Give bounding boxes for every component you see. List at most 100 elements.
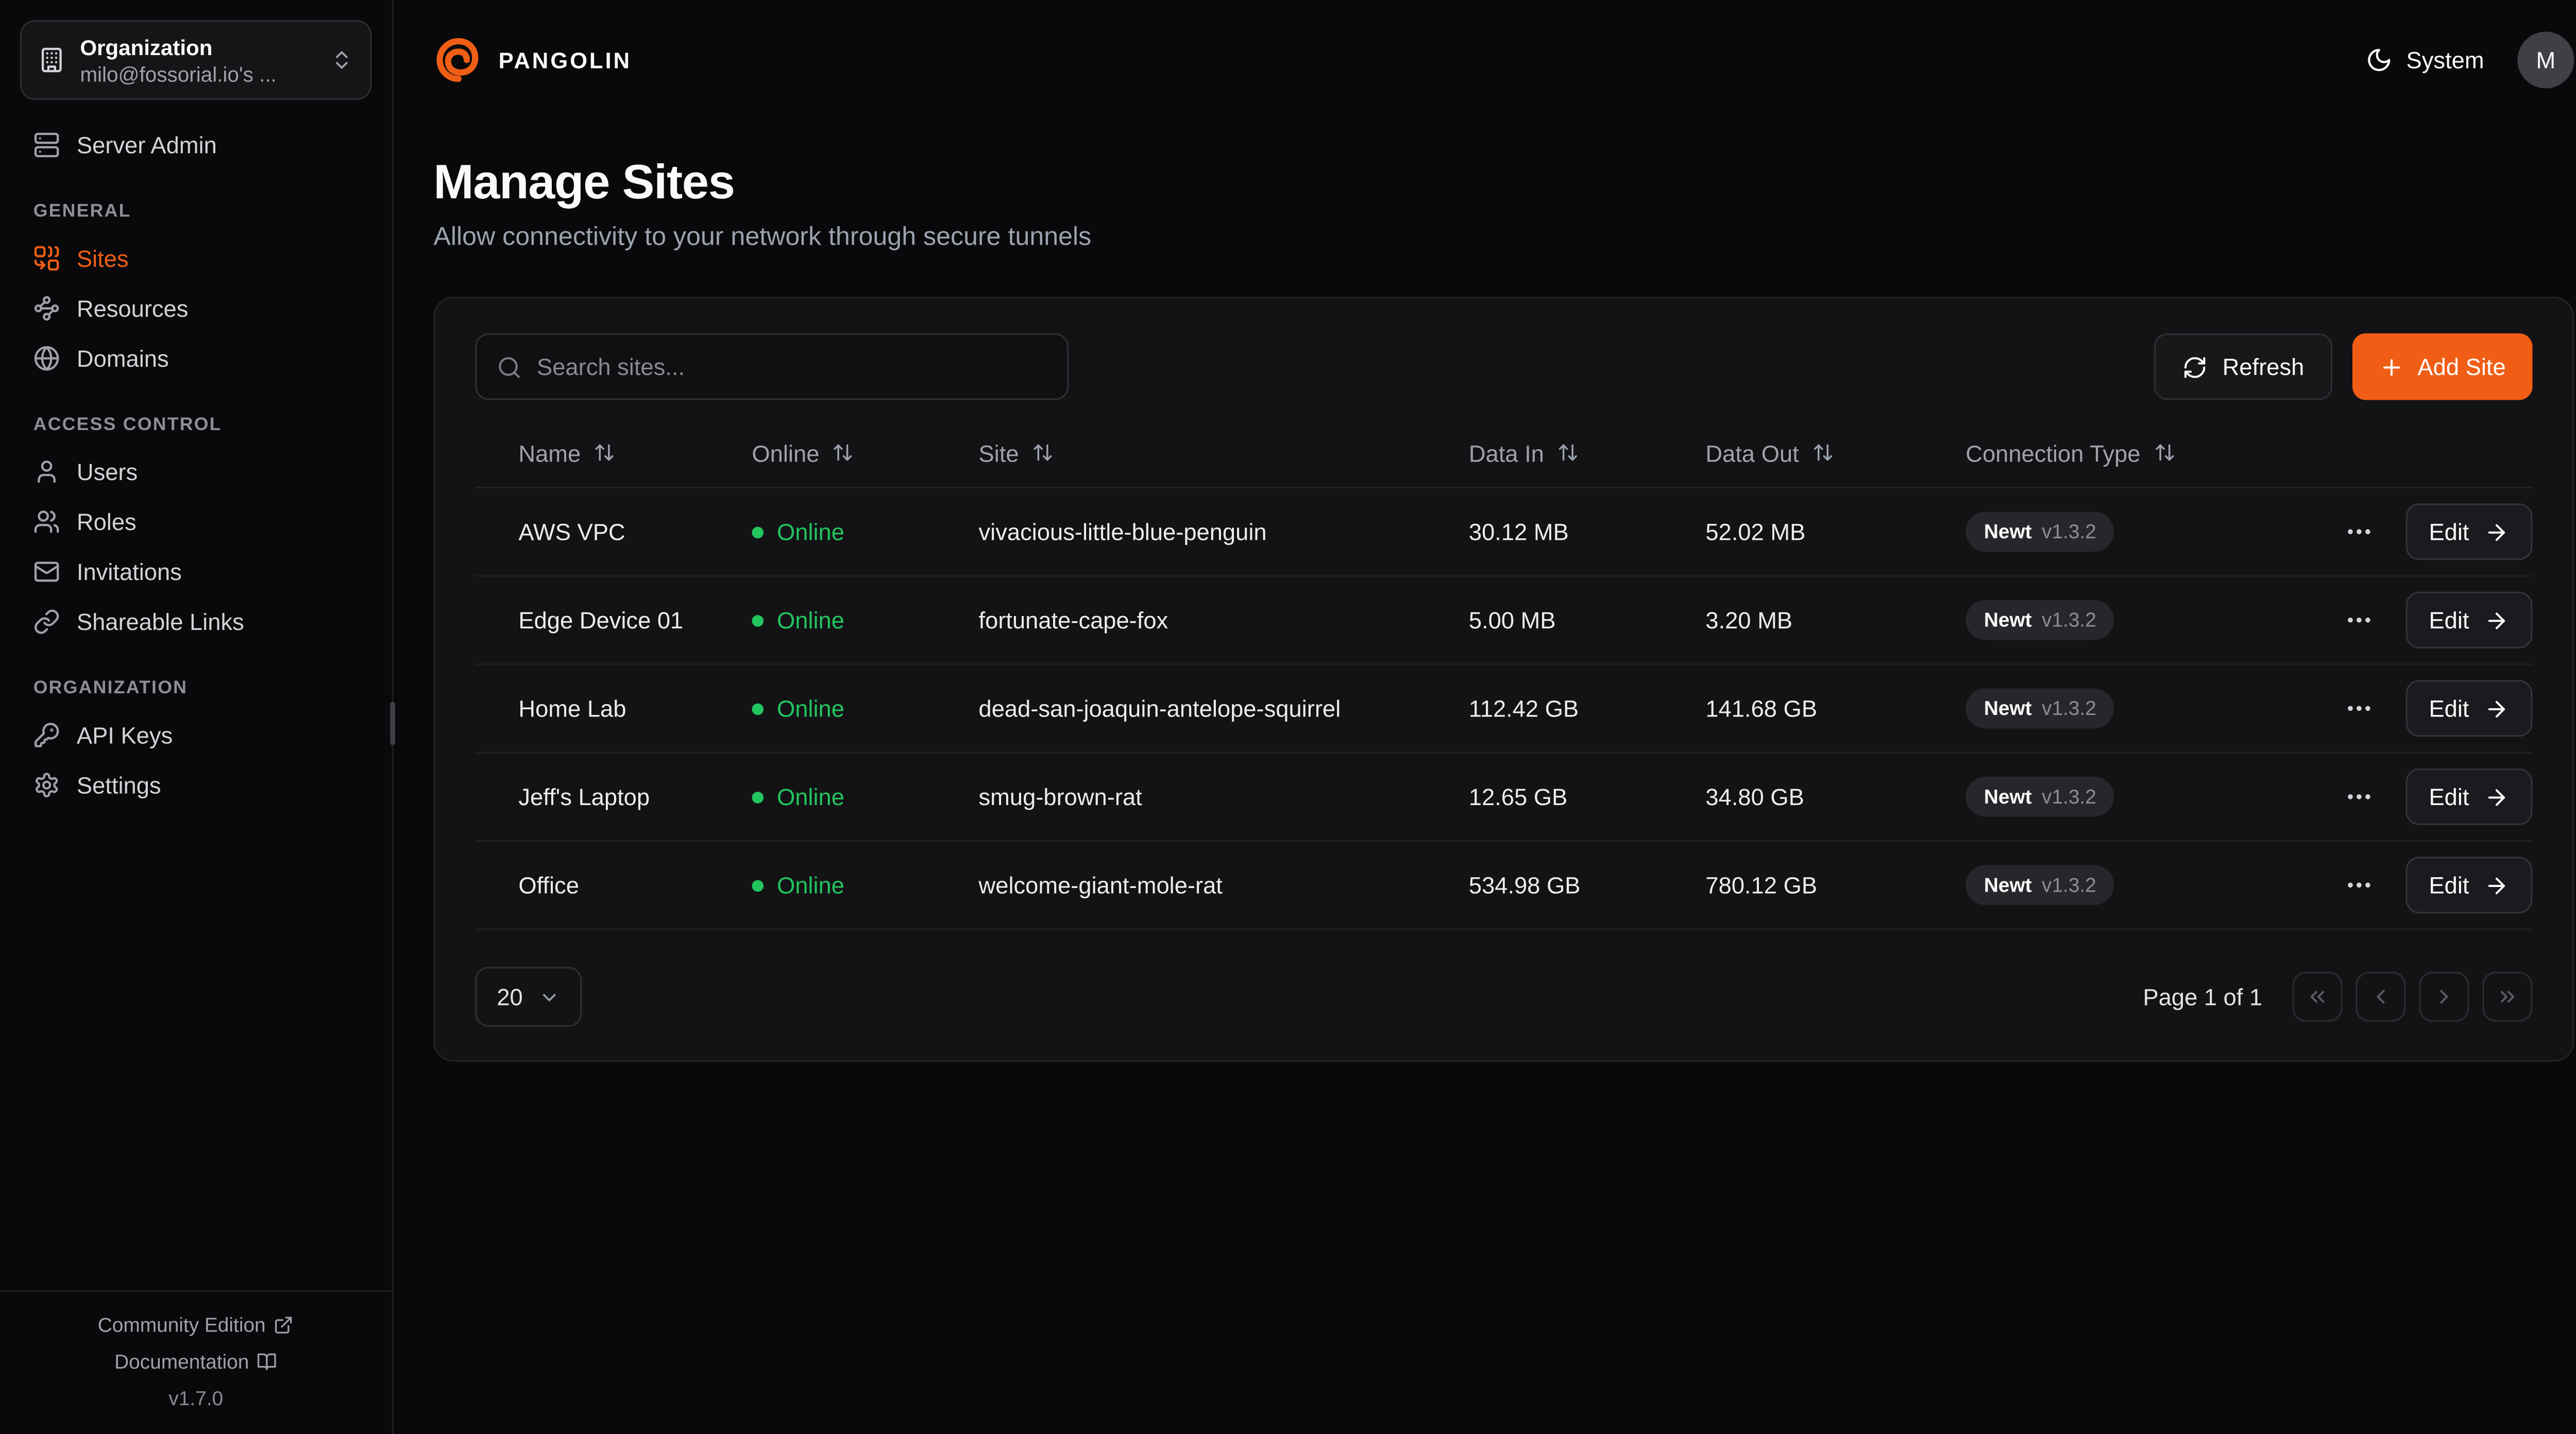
edit-label: Edit (2429, 606, 2469, 634)
sort-icon (1559, 444, 1578, 461)
cell-online: Online (752, 695, 978, 722)
sort-icon (1033, 444, 1053, 461)
table-row: Edge Device 01 Online fortunate-cape-fox… (475, 577, 2533, 665)
edit-label: Edit (2429, 695, 2469, 722)
sidebar-item-domains[interactable]: Domains (23, 333, 368, 383)
add-site-button[interactable]: Add Site (2352, 333, 2533, 400)
next-page-button[interactable] (2419, 971, 2469, 1022)
arrow-right-icon (2488, 523, 2505, 540)
chevron-left-icon (2377, 989, 2385, 1004)
cell-name: Edge Device 01 (518, 606, 684, 634)
client-name: Newt (1984, 785, 2032, 809)
avatar[interactable]: M (2517, 31, 2574, 89)
column-header-online[interactable]: Online (752, 439, 978, 466)
search-icon (499, 356, 520, 378)
sort-icon (2155, 444, 2174, 461)
org-picker[interactable]: Organization milo@fossorial.io's ... (20, 20, 372, 100)
sidebar-nav: Server Admin GENERAL Sites Resources Dom… (0, 107, 392, 810)
sidebar-item-label: Roles (76, 508, 137, 535)
online-dot (752, 879, 764, 891)
client-name: Newt (1984, 520, 2032, 543)
link-icon (35, 609, 59, 634)
page-info: Page 1 of 1 (2143, 983, 2263, 1011)
row-menu-button[interactable] (2336, 596, 2383, 643)
edit-button[interactable]: Edit (2405, 857, 2533, 914)
row-menu-button[interactable] (2336, 774, 2383, 821)
row-menu-button[interactable] (2336, 862, 2383, 909)
page-size-select[interactable]: 20 (475, 966, 581, 1027)
sidebar-item-invitations[interactable]: Invitations (23, 547, 368, 596)
last-page-button[interactable] (2482, 971, 2533, 1022)
column-header-name[interactable]: Name (518, 439, 752, 466)
cell-data-in: 112.42 GB (1468, 695, 1579, 722)
sort-icon (596, 444, 614, 461)
cell-edit: Edit (2393, 591, 2533, 648)
ellipsis-icon (2348, 882, 2370, 888)
column-header-data-in[interactable]: Data In (1469, 439, 1706, 466)
cell-connection-type: Newt v1.3.2 (1965, 865, 2326, 906)
arrow-right-icon (2488, 700, 2505, 717)
row-menu-button[interactable] (2336, 685, 2383, 732)
community-edition-link[interactable]: Community Edition (98, 1313, 294, 1337)
column-header-connection-type[interactable]: Connection Type (1965, 439, 2326, 466)
table-row: Home Lab Online dead-san-joaquin-antelop… (475, 665, 2533, 754)
main-area: PANGOLIN System M Manage Sites Allow con… (394, 0, 2576, 1434)
cell-name: Jeff's Laptop (518, 783, 650, 810)
client-version: v1.3.2 (2042, 696, 2096, 720)
connection-badge: Newt v1.3.2 (1965, 688, 2115, 729)
arrow-right-icon (2488, 788, 2505, 805)
ellipsis-icon (2348, 529, 2370, 535)
gear-icon (36, 773, 58, 797)
sidebar-item-api-keys[interactable]: API Keys (23, 710, 368, 760)
topbar-right: System M (2366, 31, 2574, 89)
pager-buttons (2292, 971, 2533, 1022)
table-footer: 20 Page 1 of 1 (475, 966, 2533, 1027)
moon-icon (2368, 48, 2391, 72)
page-content: Manage Sites Allow connectivity to your … (394, 120, 2576, 1062)
cell-data-out: 780.12 GB (1705, 872, 1818, 899)
edit-button[interactable]: Edit (2405, 768, 2533, 825)
online-dot (752, 525, 764, 538)
brand-name: PANGOLIN (498, 47, 632, 73)
connection-badge: Newt v1.3.2 (1965, 776, 2115, 817)
row-menu-button[interactable] (2336, 508, 2383, 555)
combine-icon (34, 246, 59, 271)
cell-name: Office (518, 872, 579, 899)
documentation-link[interactable]: Documentation (114, 1350, 277, 1373)
sidebar-item-resources[interactable]: Resources (23, 283, 368, 333)
refresh-button[interactable]: Refresh (2154, 333, 2333, 400)
column-header-site[interactable]: Site (979, 439, 1469, 466)
sidebar-item-sites[interactable]: Sites (23, 233, 368, 283)
theme-toggle[interactable]: System (2366, 46, 2484, 74)
sidebar-item-users[interactable]: Users (23, 447, 368, 497)
edit-button[interactable]: Edit (2405, 591, 2533, 648)
org-picker-subtitle: milo@fossorial.io's ... (80, 62, 277, 86)
sidebar-item-roles[interactable]: Roles (23, 497, 368, 547)
theme-label: System (2406, 46, 2484, 74)
sidebar-item-shareable-links[interactable]: Shareable Links (23, 596, 368, 646)
globe-icon (34, 346, 59, 371)
previous-page-button[interactable] (2355, 971, 2406, 1022)
sidebar-item-server-admin[interactable]: Server Admin (23, 120, 368, 170)
column-header-data-out[interactable]: Data Out (1705, 439, 1965, 466)
pangolin-logo (436, 38, 479, 82)
cell-name: AWS VPC (518, 518, 625, 545)
arrow-right-icon (2488, 877, 2505, 894)
edit-button[interactable]: Edit (2405, 503, 2533, 560)
sidebar-heading-access-control: ACCESS CONTROL (33, 415, 222, 435)
cell-more (2326, 774, 2392, 821)
search-input[interactable] (536, 353, 1047, 380)
first-page-button[interactable] (2292, 971, 2343, 1022)
table-row: Jeff's Laptop Online smug-brown-rat 12.6… (475, 754, 2533, 842)
cell-site: smug-brown-rat (978, 783, 1142, 810)
edit-button[interactable]: Edit (2405, 680, 2533, 737)
sidebar-item-label: Resources (76, 295, 189, 322)
client-name: Newt (1984, 873, 2032, 897)
edit-label: Edit (2429, 872, 2469, 899)
sites-card: Refresh Add Site Name O (433, 297, 2574, 1062)
sidebar-resize-handle[interactable] (390, 702, 395, 745)
sidebar-item-settings[interactable]: Settings (23, 760, 368, 810)
table-row: Office Online welcome-giant-mole-rat 534… (475, 842, 2533, 930)
external-link-icon (276, 1317, 293, 1334)
connection-badge: Newt v1.3.2 (1965, 511, 2115, 552)
